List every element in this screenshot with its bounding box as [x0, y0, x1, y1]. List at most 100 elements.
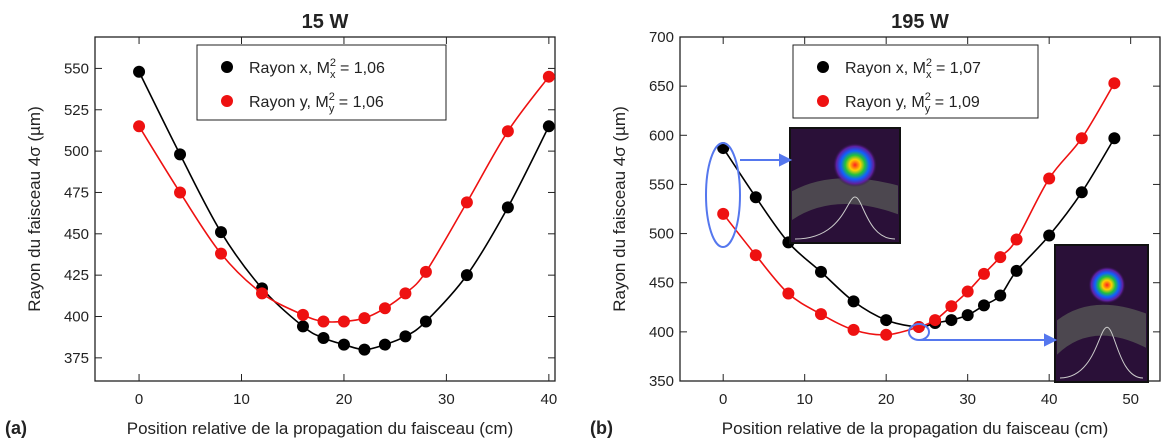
data-point	[749, 249, 762, 262]
legend-marker	[817, 61, 829, 73]
data-point	[929, 314, 942, 327]
data-point	[296, 320, 309, 333]
data-point	[1010, 233, 1023, 246]
y-tick-label: 500	[649, 226, 674, 243]
data-point	[994, 251, 1007, 264]
data-point	[501, 201, 514, 214]
chart-title: 15 W	[302, 11, 349, 33]
data-point	[542, 120, 555, 133]
legend-name: Rayon x, M	[845, 60, 926, 77]
legend-sub: y	[925, 103, 931, 115]
y-axis-label: Rayon du faisceau 4σ (µm)	[25, 106, 44, 312]
legend-name: Rayon y, M	[249, 94, 329, 111]
legend-sub: x	[330, 69, 336, 81]
legend-sub: x	[926, 69, 932, 81]
data-point	[215, 247, 228, 260]
x-tick-label: 30	[959, 391, 976, 408]
data-point	[399, 287, 412, 300]
panel-label: (b)	[590, 418, 613, 438]
data-point	[419, 315, 432, 328]
fit-curve	[722, 82, 1116, 336]
legend-sub: y	[329, 103, 335, 115]
legend-marker	[817, 95, 829, 107]
legend-sup: 2	[330, 57, 336, 69]
legend-value: = 1,09	[930, 94, 979, 111]
legend-marker	[221, 95, 233, 107]
arrow	[919, 333, 1058, 347]
legend-marker	[221, 61, 233, 73]
y-tick-label: 350	[649, 373, 674, 390]
data-point	[174, 148, 187, 161]
y-tick-label: 525	[64, 102, 89, 119]
data-point	[337, 338, 350, 351]
data-point	[1043, 172, 1056, 185]
data-point	[717, 207, 730, 220]
data-point	[215, 226, 228, 239]
data-point	[977, 299, 990, 312]
x-tick-label: 30	[438, 391, 455, 408]
data-point	[1108, 132, 1121, 145]
data-point	[945, 300, 958, 313]
data-point	[782, 287, 795, 300]
legend-name: Rayon y, M	[845, 94, 925, 111]
data-point	[945, 314, 958, 327]
data-point	[133, 65, 146, 78]
data-point	[814, 265, 827, 278]
data-point	[1043, 229, 1056, 242]
legend-sup: 2	[926, 57, 932, 69]
legend-name: Rayon x, M	[249, 60, 330, 77]
data-point	[847, 323, 860, 336]
arrow	[740, 153, 793, 167]
data-point	[717, 142, 730, 155]
x-axis-label: Position relative de la propagation du f…	[127, 419, 514, 438]
x-tick-label: 40	[541, 391, 558, 408]
legend-label: Rayon y, M2 y = 1,09	[845, 91, 980, 115]
legend-label: Rayon y, M2 y = 1,06	[249, 91, 384, 115]
data-point	[460, 196, 473, 209]
data-point	[296, 308, 309, 321]
data-point	[378, 338, 391, 351]
y-tick-label: 550	[64, 60, 89, 77]
x-tick-label: 0	[719, 391, 727, 408]
legend-value: = 1,06	[336, 60, 385, 77]
x-tick-label: 50	[1122, 391, 1139, 408]
chart-title: 195 W	[891, 11, 949, 33]
data-point	[1010, 264, 1023, 277]
data-point	[880, 314, 893, 327]
data-point	[460, 269, 473, 282]
legend-value: = 1,07	[932, 60, 981, 77]
data-point	[749, 191, 762, 204]
y-tick-label: 425	[64, 267, 89, 284]
y-tick-label: 400	[64, 309, 89, 326]
x-tick-label: 0	[135, 391, 143, 408]
data-point	[378, 302, 391, 315]
inset-profile	[794, 196, 896, 240]
y-tick-label: 600	[649, 127, 674, 144]
legend-value: = 1,06	[334, 94, 383, 111]
x-tick-label: 40	[1041, 391, 1058, 408]
y-tick-label: 400	[649, 324, 674, 341]
data-point	[358, 343, 371, 356]
data-point	[501, 125, 514, 138]
data-point	[542, 70, 555, 83]
x-axis-label: Position relative de la propagation du f…	[722, 419, 1109, 438]
data-point	[847, 295, 860, 308]
data-point	[358, 312, 371, 325]
y-tick-label: 700	[649, 29, 674, 46]
data-point	[1075, 186, 1088, 199]
data-point	[337, 315, 350, 328]
x-tick-label: 20	[336, 391, 353, 408]
y-tick-label: 475	[64, 184, 89, 201]
data-point	[174, 186, 187, 199]
data-point	[814, 308, 827, 321]
plot-frame	[94, 36, 556, 382]
y-tick-label: 450	[64, 226, 89, 243]
inset-halo	[792, 178, 898, 220]
inset-profile	[1059, 326, 1144, 379]
data-point	[961, 285, 974, 298]
legend-box	[196, 44, 447, 121]
plot-frame	[679, 36, 1161, 382]
y-tick-label: 550	[649, 176, 674, 193]
y-tick-label: 650	[649, 78, 674, 95]
data-point	[880, 328, 893, 341]
